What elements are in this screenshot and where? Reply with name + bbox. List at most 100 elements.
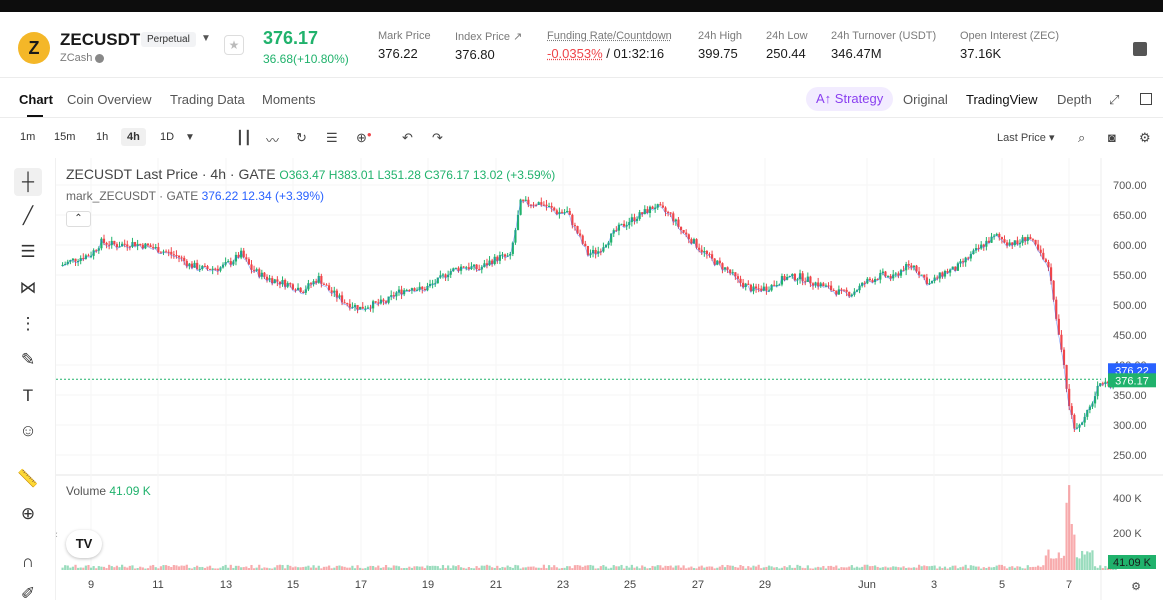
search-icon[interactable]: ⌕ [1078,130,1086,145]
favorite-star-icon[interactable]: ★ [224,35,244,55]
tab-moments[interactable]: Moments [262,92,316,107]
candle-body [941,272,944,277]
volume-bar [237,565,240,570]
pencil-lock-icon[interactable]: ✐ [20,584,36,603]
fib-icon[interactable]: ⋮ [19,314,37,333]
candle-body [1075,427,1079,429]
drawing-toolbar: ┼ ╱ ☰ ⋈ ⋮ ✎ T ☺ 📏 ⊕ ∩ ✐ [0,158,56,603]
timeframe-4h[interactable]: 4h [121,128,146,146]
volume-bar [1075,557,1079,570]
volume-bar [475,566,478,570]
volume-bar [439,568,442,570]
candle-body [664,207,667,212]
volume-bar [547,565,551,570]
candle-type-icon[interactable]: ┃┃ [236,130,252,145]
y-tick-label: 500.00 [1113,300,1147,312]
volume-bar [731,565,734,570]
indicators-icon[interactable]: 〰 [266,133,280,148]
tab-original[interactable]: Original [903,92,948,107]
volume-bar [265,567,269,570]
info-icon[interactable] [95,53,105,63]
symbol-title[interactable]: ZECUSDT [60,30,141,49]
candle-body [749,284,752,292]
tab-trading-data[interactable]: Trading Data [170,92,245,107]
volume-bar [294,566,297,570]
volume-bar [190,568,194,570]
tab-coin-overview[interactable]: Coin Overview [67,92,152,107]
stat-index-price[interactable]: Index Price ↗ 376.80 [455,31,523,62]
candle-body [1011,242,1014,246]
volume-bar [312,565,315,570]
horizontal-lines-icon[interactable]: ☰ [20,242,36,261]
volume-bar [545,568,548,570]
volume-bar [516,565,520,570]
ruler-icon[interactable]: 📏 [17,469,39,488]
volume-bar [97,566,100,570]
text-icon[interactable]: T [22,386,34,405]
magnet-icon[interactable]: ∩ [21,552,35,571]
redo-icon[interactable]: ↷ [432,130,443,145]
chevron-down-icon[interactable]: ▼ [201,33,211,44]
volume-bar [291,567,294,570]
timeframe-15m[interactable]: 15m [54,131,76,143]
volume-bar [452,565,455,570]
pattern-icon[interactable]: ⋈ [19,278,37,297]
collapse-legend-button[interactable]: ⌃ [66,211,91,227]
tab-chart[interactable]: Chart [19,92,53,107]
candle-body [164,251,168,253]
candle-body [196,262,199,270]
volume-bar [1011,566,1014,570]
volume-bar [827,565,830,570]
candle-body [208,268,212,270]
compare-icon[interactable]: ↻ [296,130,307,145]
volume-bar [811,568,815,570]
brush-icon[interactable]: ✎ [20,350,36,369]
volume-bar [214,568,217,570]
emoji-icon[interactable]: ☺ [19,421,37,440]
tab-tradingview[interactable]: TradingView [966,92,1038,107]
tradingview-logo[interactable]: TV [66,530,102,558]
volume-bar [951,565,954,570]
chart-canvas[interactable]: 700.00650.00600.00550.00500.00450.00400.… [54,158,1163,600]
templates-icon[interactable]: ☰ [326,130,338,145]
crosshair-icon[interactable]: ┼ [14,168,42,196]
volume-bar [692,567,696,570]
candle-body [703,251,706,253]
volume-bar [1047,549,1050,570]
candle-body [141,244,144,249]
price-chart[interactable]: 700.00650.00600.00550.00500.00450.00400.… [54,158,1163,600]
candle-body [144,243,147,249]
timeframe-1m[interactable]: 1m [20,131,36,143]
candle-body [995,233,998,236]
gear-icon[interactable]: ⚙ [1139,130,1151,145]
strategy-button[interactable]: A↑ Strategy [806,87,894,111]
tab-depth[interactable]: Depth [1057,92,1092,107]
volume-bar [899,567,903,570]
volume-bar [501,566,504,570]
trendline-icon[interactable]: ╱ [22,206,34,225]
zoom-in-icon[interactable]: ⊕ [20,504,36,523]
expand-icon[interactable]: ⤢ [1109,92,1120,107]
candle-body [478,269,481,271]
y-tick-label: 350.00 [1113,390,1147,402]
volume-bar [524,567,527,570]
volume-bar [995,565,998,570]
volume-bar [247,568,250,570]
timeframe-1h[interactable]: 1h [96,131,109,143]
volume-bar [868,566,872,570]
fullscreen-icon[interactable] [1140,93,1152,105]
add-alert-icon[interactable]: ⊕● [356,130,372,145]
volume-bar [397,566,401,570]
camera-icon[interactable]: ◙ [1108,130,1116,145]
price-type-select[interactable]: Last Price ▾ [997,132,1055,144]
timeframe-1d[interactable]: 1D [160,131,175,143]
vol-tick-label: 400 K [1113,493,1142,505]
volume-bar [139,566,142,570]
volume-bar [581,566,584,570]
undo-icon[interactable]: ↶ [402,130,413,145]
volume-bar [961,566,965,570]
candle-body [102,238,106,243]
book-icon[interactable] [1133,42,1147,56]
timeframe-dropdown-icon[interactable]: ▼ [185,132,195,143]
candle-body [757,288,760,290]
